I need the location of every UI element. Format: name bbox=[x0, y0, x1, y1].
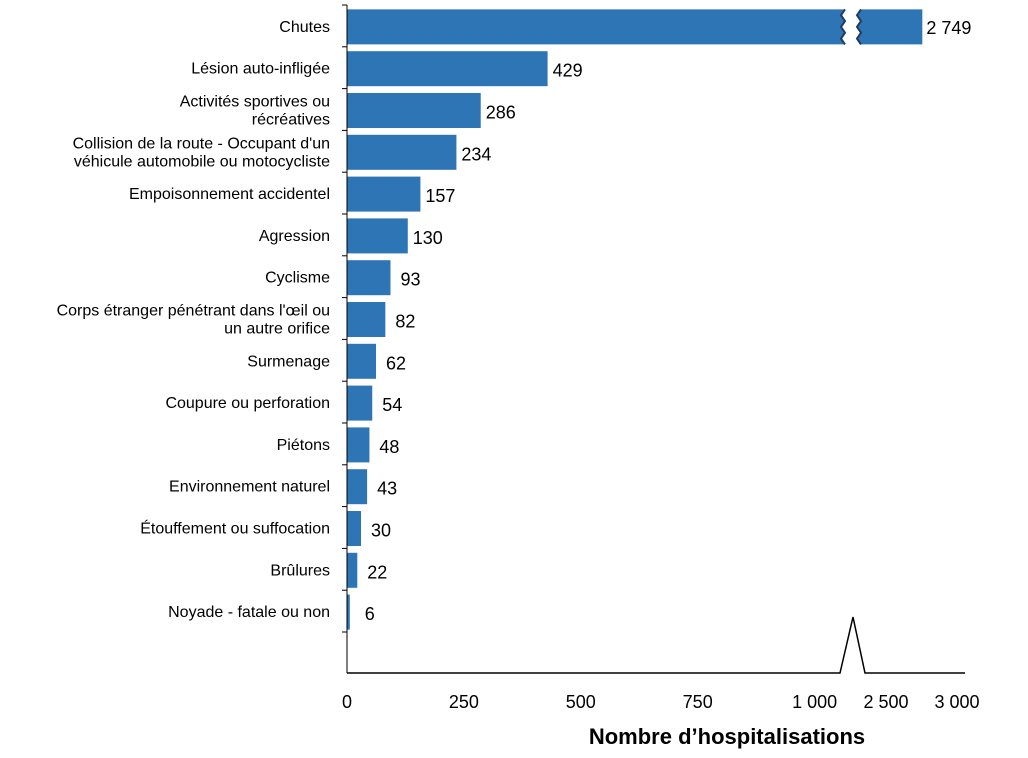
value-label: 6 bbox=[365, 604, 375, 624]
value-label: 82 bbox=[395, 312, 415, 332]
category-label: Brûlures bbox=[270, 562, 330, 579]
value-label: 62 bbox=[386, 353, 406, 373]
category-label: Environnement naturel bbox=[169, 479, 330, 496]
bar bbox=[347, 343, 376, 379]
value-label: 54 bbox=[382, 395, 402, 415]
bar bbox=[347, 176, 421, 212]
bar bbox=[347, 260, 391, 296]
axes-group bbox=[342, 4, 965, 674]
bar bbox=[347, 302, 386, 337]
bar bbox=[857, 9, 923, 45]
bar-break-mark bbox=[839, 8, 847, 45]
category-label: Coupure ou perforation bbox=[165, 395, 330, 412]
category-label: Noyade - fatale ou non bbox=[168, 604, 330, 621]
category-label: Surmenage bbox=[247, 353, 330, 370]
x-axis-line bbox=[347, 616, 965, 674]
value-label: 429 bbox=[553, 61, 583, 81]
x-tick-label: 2 500 bbox=[863, 692, 908, 712]
bar bbox=[347, 511, 362, 546]
x-tick-label: 0 bbox=[342, 692, 352, 712]
category-label: Activités sportives ou récréatives bbox=[180, 94, 330, 129]
value-label: 30 bbox=[371, 521, 391, 541]
x-tick-label: 500 bbox=[566, 692, 596, 712]
category-label: Corps étranger pénétrant dans l'œil ou un… bbox=[57, 303, 331, 338]
value-label: 43 bbox=[377, 479, 397, 499]
value-label: 130 bbox=[413, 228, 443, 248]
bar bbox=[347, 9, 845, 45]
bar bbox=[347, 594, 350, 630]
category-label: Lésion auto-infligée bbox=[191, 61, 330, 78]
bar bbox=[347, 218, 408, 254]
category-label: Agression bbox=[259, 228, 330, 245]
value-label: 286 bbox=[486, 103, 516, 123]
value-labels-group: 2 749 429 286 234 157 130 93 82 62 54 48 43 30 22 6 bbox=[365, 18, 972, 624]
x-axis-title: Nombre d’hospitalisations bbox=[589, 724, 865, 749]
category-label: Chutes bbox=[279, 19, 330, 36]
x-tick-label: 250 bbox=[449, 692, 479, 712]
category-label: Collision de la route - Occupant d'un véh… bbox=[73, 135, 331, 170]
value-label: 2 749 bbox=[926, 18, 971, 38]
x-tick-label: 1 000 bbox=[792, 692, 837, 712]
bar-break-mark bbox=[855, 8, 863, 45]
bars-group bbox=[347, 8, 923, 630]
category-label: Cyclisme bbox=[265, 270, 330, 287]
bar bbox=[347, 469, 368, 505]
bar bbox=[347, 427, 370, 463]
bar bbox=[347, 134, 457, 170]
value-label: 157 bbox=[425, 186, 455, 206]
value-label: 234 bbox=[461, 144, 491, 164]
value-label: 48 bbox=[379, 437, 399, 457]
bar bbox=[347, 93, 481, 128]
category-label: Étouffement ou suffocation bbox=[140, 519, 330, 538]
category-label: Empoisonnement accidentel bbox=[129, 186, 330, 203]
x-tick-label: 3 000 bbox=[934, 692, 979, 712]
category-label: Piétons bbox=[277, 437, 330, 454]
value-label: 93 bbox=[400, 270, 420, 290]
x-tick-label: 750 bbox=[683, 692, 713, 712]
value-label: 22 bbox=[367, 562, 387, 582]
category-labels-group: Chutes Lésion auto-infligée Activités spor… bbox=[57, 19, 331, 621]
bar bbox=[347, 385, 373, 421]
bar bbox=[347, 51, 548, 87]
tick-labels-group: 0 250 500 750 1 000 2 500 3 000 bbox=[342, 692, 980, 712]
bar bbox=[347, 552, 358, 588]
